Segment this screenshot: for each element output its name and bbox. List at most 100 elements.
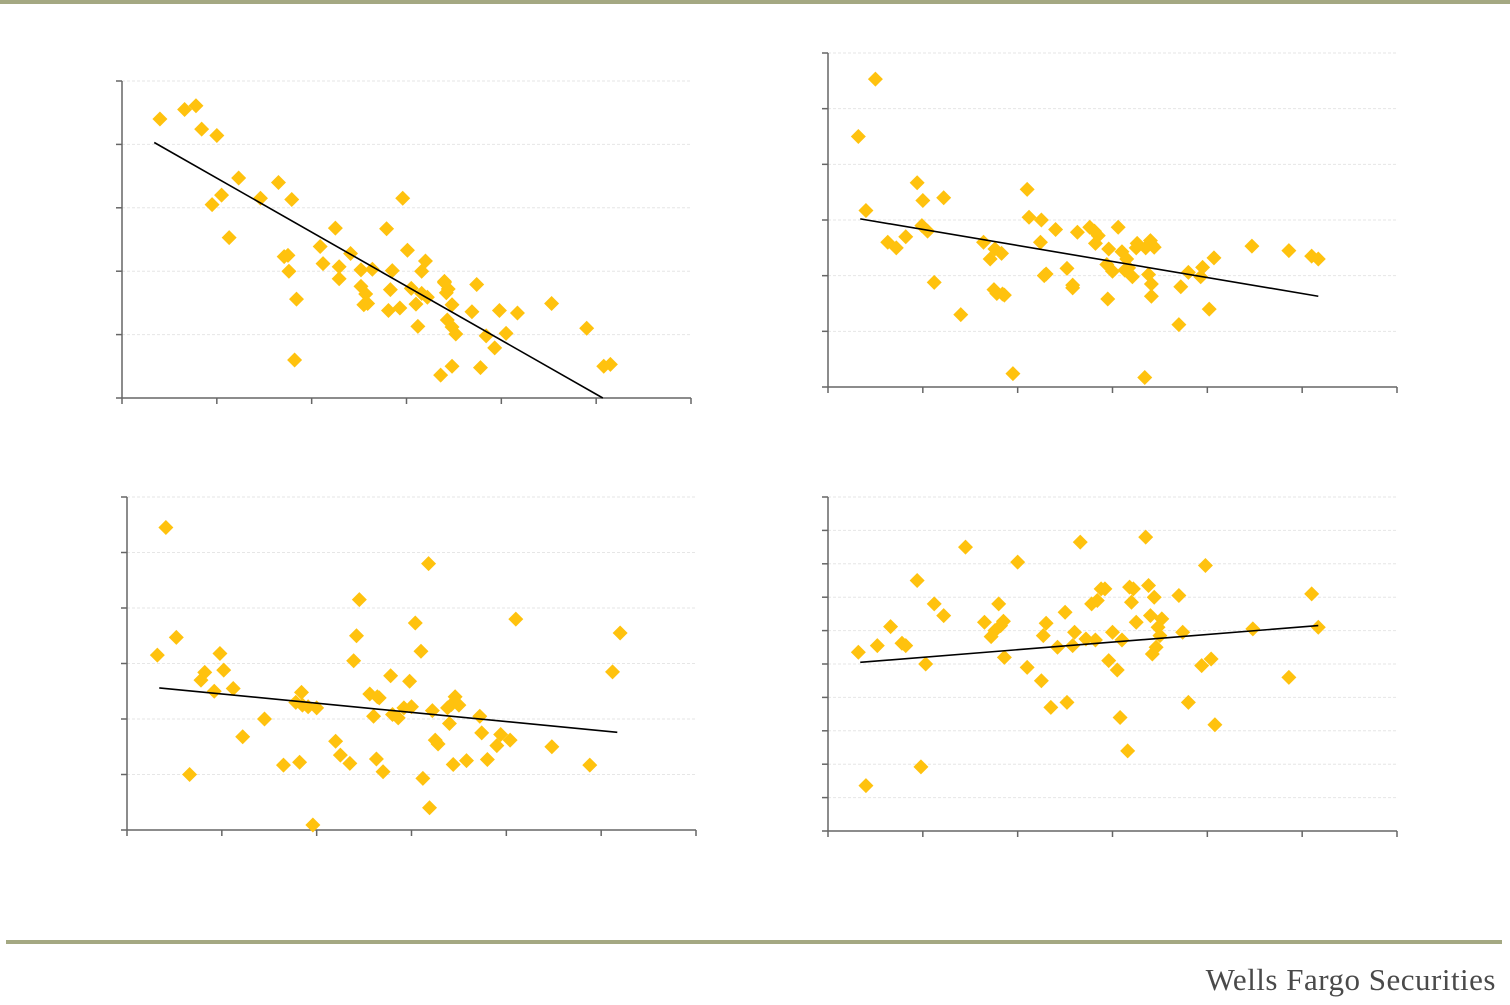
trendline (159, 687, 618, 734)
data-point (1033, 212, 1049, 228)
top-rule (0, 0, 1510, 4)
data-point (1065, 280, 1081, 296)
data-point (487, 340, 503, 356)
data-point (292, 754, 308, 770)
data-point (987, 623, 1003, 639)
data-point (996, 287, 1012, 303)
data-point (221, 230, 237, 246)
data-point (415, 770, 431, 786)
data-point (1099, 257, 1115, 273)
trendline (860, 624, 1319, 664)
data-point (1138, 529, 1154, 545)
data-point (216, 662, 232, 678)
data-point (1195, 259, 1211, 275)
data-point (1048, 221, 1064, 237)
data-point (408, 296, 424, 312)
data-point (986, 282, 1002, 298)
data-point (231, 170, 247, 186)
data-point (1142, 608, 1158, 624)
data-point (1141, 578, 1157, 594)
data-point (448, 326, 464, 342)
data-point (987, 241, 1003, 257)
data-point (182, 767, 198, 782)
data-point (1065, 638, 1081, 654)
data-point (404, 699, 419, 715)
data-point (1150, 619, 1166, 635)
data-point (1175, 624, 1191, 640)
data-point (869, 638, 885, 654)
data-point (1120, 743, 1136, 759)
data-point (305, 817, 321, 833)
data-point (1137, 370, 1153, 386)
data-point (995, 613, 1011, 629)
data-point (858, 778, 874, 794)
data-point (440, 281, 456, 297)
data-point (1129, 235, 1145, 251)
data-point (327, 220, 343, 236)
data-point (1082, 219, 1098, 235)
data-point (936, 608, 952, 624)
data-point (1180, 694, 1196, 710)
data-point (300, 699, 316, 715)
data-point (996, 649, 1012, 665)
data-point (1089, 593, 1105, 609)
data-point (1019, 659, 1035, 675)
data-point (1038, 266, 1054, 282)
data-point (926, 274, 942, 290)
data-point (1109, 662, 1125, 678)
data-point (1310, 251, 1326, 267)
data-point (353, 262, 369, 278)
data-point (1117, 262, 1133, 278)
data-point (953, 307, 969, 323)
data-point (915, 193, 931, 209)
data-point (508, 611, 524, 627)
data-point (1123, 594, 1139, 610)
data-point (478, 328, 494, 344)
data-point (331, 259, 347, 275)
data-point (1138, 240, 1154, 256)
data-point (936, 190, 952, 206)
data-point (430, 736, 446, 752)
data-point (444, 319, 460, 335)
data-point (1087, 632, 1103, 648)
data-point (983, 629, 999, 645)
data-point (858, 203, 874, 219)
data-point (913, 759, 929, 775)
data-point (920, 223, 936, 239)
data-point (1086, 223, 1102, 239)
data-point (1171, 588, 1187, 604)
data-point (1171, 317, 1187, 333)
data-point (1049, 639, 1065, 655)
data-point (1100, 291, 1116, 307)
data-point (158, 520, 174, 536)
data-point (544, 296, 560, 312)
data-point (1304, 586, 1320, 602)
data-point (1206, 250, 1222, 266)
data-point (994, 245, 1010, 261)
data-point (193, 672, 209, 688)
data-point (1146, 589, 1162, 605)
data-point (197, 664, 213, 680)
data-point (909, 573, 925, 588)
data-point (1128, 614, 1144, 630)
bottom-rule (6, 940, 1502, 944)
data-point (427, 732, 443, 748)
data-point (413, 643, 429, 659)
data-point (1010, 554, 1026, 570)
data-point (991, 596, 1007, 612)
data-point (982, 251, 998, 267)
data-point (958, 539, 974, 555)
data-point (1193, 269, 1209, 285)
data-point (1019, 181, 1035, 197)
data-point (1084, 596, 1100, 612)
data-point (1128, 240, 1144, 256)
data-point (1067, 624, 1083, 640)
data-point (1125, 581, 1141, 597)
data-point (214, 187, 230, 203)
data-point (1144, 646, 1160, 662)
data-point (888, 240, 904, 256)
data-point (1281, 669, 1297, 685)
data-point (1197, 557, 1213, 573)
data-point (312, 238, 328, 254)
data-point (209, 128, 225, 144)
